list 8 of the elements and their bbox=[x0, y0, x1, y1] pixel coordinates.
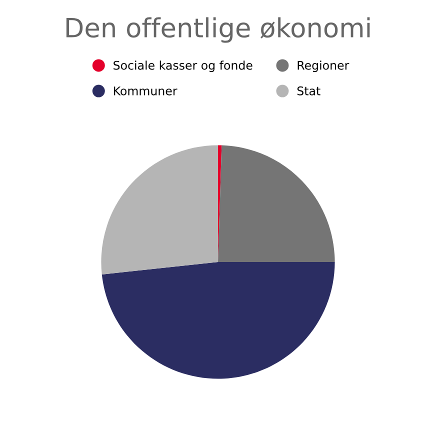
pie-slice bbox=[101, 145, 218, 274]
pie-slice bbox=[102, 262, 335, 379]
chart-title: Den offentlige økonomi bbox=[66, 17, 370, 43]
legend-label: Kommuner bbox=[114, 86, 178, 96]
legend-label: Sociale kasser og fonde bbox=[114, 60, 252, 72]
legend-label: Stat bbox=[297, 86, 320, 96]
legend-label: Regioner bbox=[298, 60, 350, 72]
pie-slice bbox=[218, 145, 335, 262]
